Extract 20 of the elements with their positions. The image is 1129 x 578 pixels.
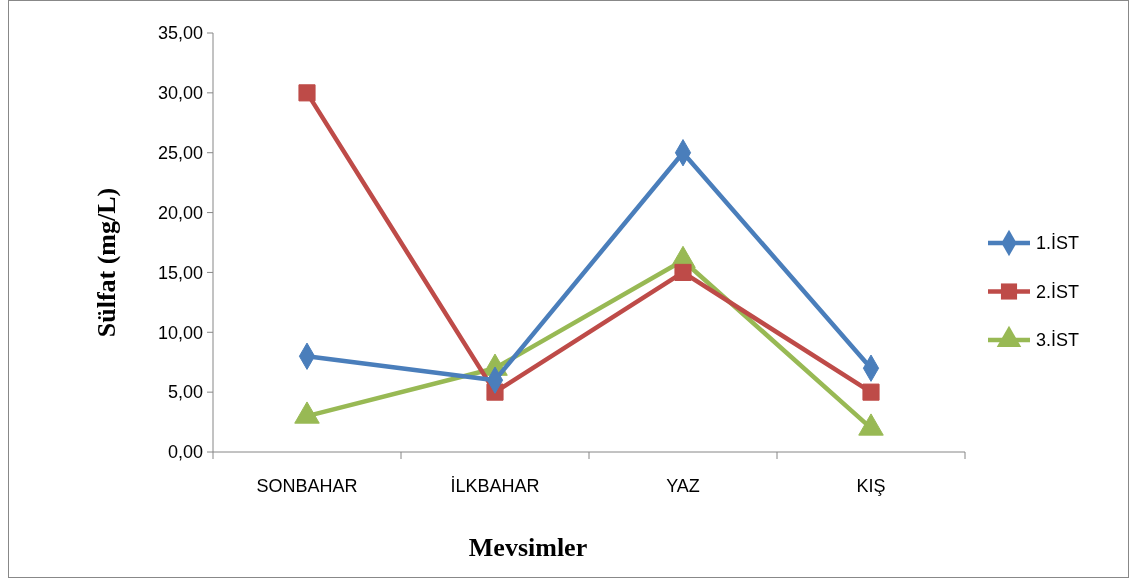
x-axis-title: Mevsimler	[468, 533, 588, 562]
point	[674, 263, 692, 281]
legend-label: 1.İST	[1036, 233, 1080, 254]
y-axis-title: Sülfat (mg/L)	[92, 187, 121, 338]
y-tick-label: 30,00	[157, 83, 203, 104]
x-tick-label: İLKBAHAR	[450, 476, 540, 496]
x-tick-label: SONBAHAR	[256, 476, 358, 496]
y-tick-label: 15,00	[157, 262, 203, 283]
point	[862, 383, 880, 401]
legend-label: 2.İST	[1036, 281, 1080, 302]
y-tick-label: 20,00	[157, 202, 203, 223]
y-tick-label: 25,00	[157, 143, 203, 164]
x-tick-label: YAZ	[666, 476, 700, 496]
y-tick-label: 0,00	[167, 442, 203, 463]
y-tick-label: 10,00	[157, 322, 203, 343]
x-tick-label: KIŞ	[856, 476, 886, 496]
y-tick-label: 5,00	[167, 382, 203, 403]
y-tick-label: 35,00	[157, 23, 203, 44]
legend-label: 3.İST	[1036, 330, 1080, 351]
point	[298, 84, 316, 102]
